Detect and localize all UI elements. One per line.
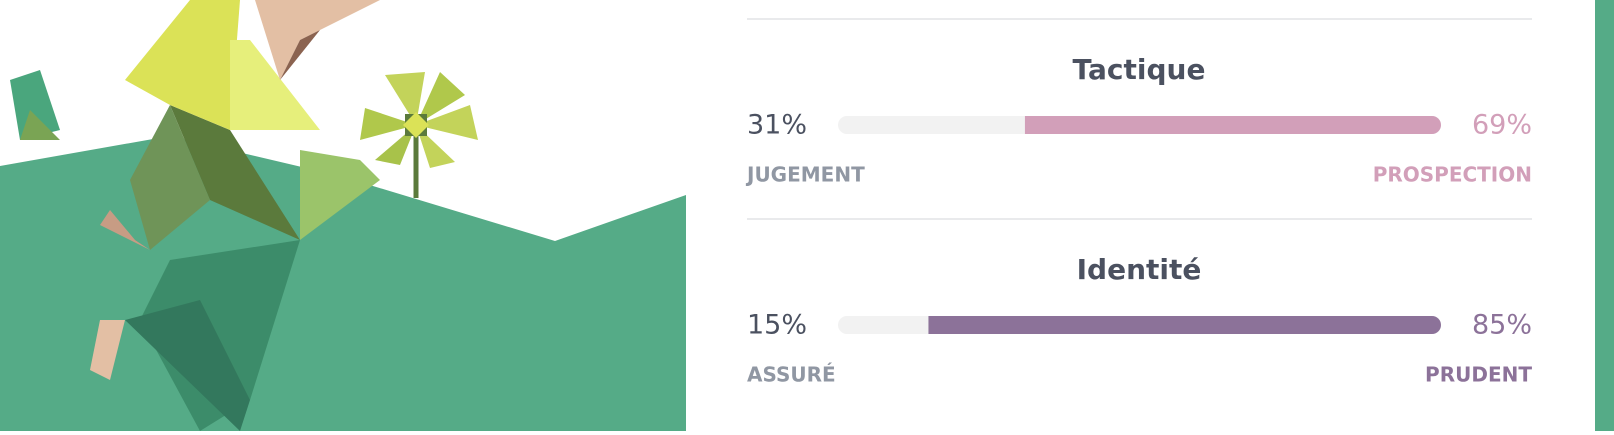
trait-title: Identité (1077, 253, 1202, 286)
trait-title: Tactique (1073, 53, 1206, 86)
right-label: PROSPECTION (1373, 163, 1532, 187)
illustration (0, 0, 686, 431)
bar-fill (928, 316, 1441, 334)
bar-fill (1024, 116, 1441, 134)
right-label: PRUDENT (1425, 363, 1532, 387)
right-percent: 69% (1472, 110, 1532, 141)
left-percent: 31% (747, 110, 807, 141)
flower (360, 72, 478, 198)
left-label: JUGEMENT (745, 163, 865, 187)
left-percent: 15% (747, 310, 807, 341)
right-percent: 85% (1472, 310, 1532, 341)
side-strip (1595, 0, 1614, 431)
left-label: ASSURÉ (747, 363, 836, 387)
